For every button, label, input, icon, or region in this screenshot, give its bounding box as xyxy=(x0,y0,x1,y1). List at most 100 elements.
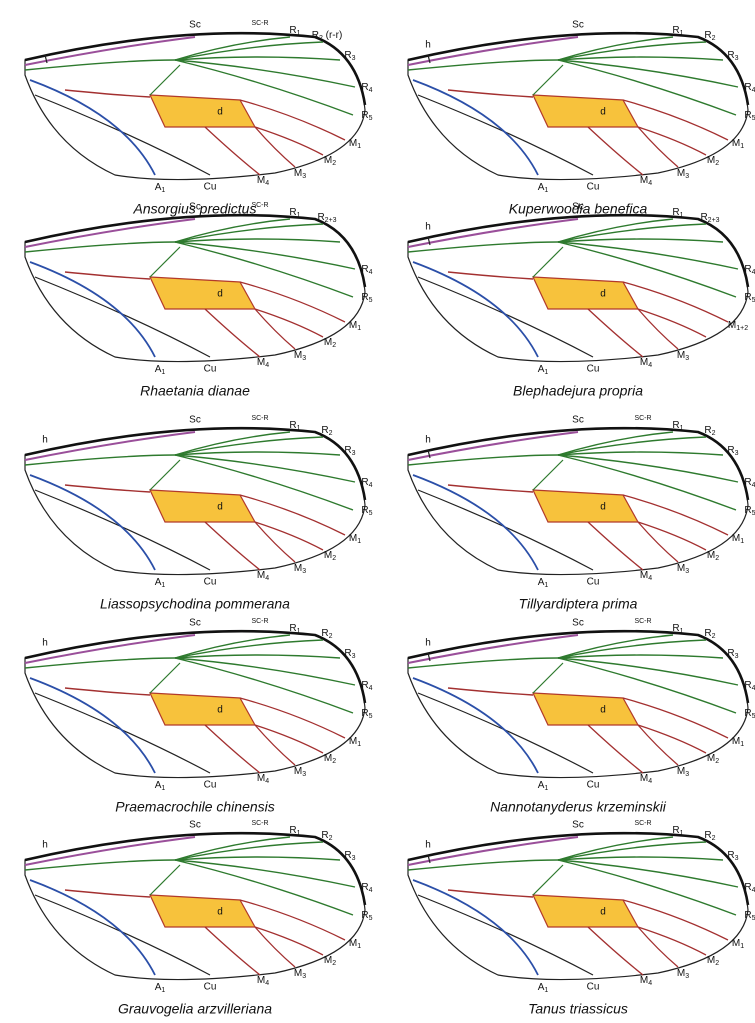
vein-label: M2 xyxy=(324,155,336,167)
species-name: Nannotanyderus krzeminskii xyxy=(490,799,667,815)
vein-label: R1 xyxy=(289,420,300,432)
vein-label: d xyxy=(217,502,223,513)
vein-label: M4 xyxy=(640,570,652,582)
vein-label: M4 xyxy=(640,975,652,987)
vein-label: R1 xyxy=(672,25,683,37)
vein-label: h xyxy=(425,638,431,649)
vein-label: R3 xyxy=(344,850,355,862)
vein-label: R4 xyxy=(744,882,755,894)
vein-label: Sc xyxy=(189,820,201,831)
wing: hScSC-RR1R2R3R4R5M1M2M3M4CuA1dTillyardip… xyxy=(408,415,755,612)
vein-label: M2 xyxy=(707,955,719,967)
vein-label: Cu xyxy=(587,182,600,193)
vein-label: M1 xyxy=(349,938,361,950)
vein-label: Sc xyxy=(572,202,584,213)
vein-label: M1 xyxy=(732,138,744,150)
vein-label: R2 xyxy=(704,30,715,42)
vein-label: M2 xyxy=(324,337,336,349)
species-name: Liassopsychodina pommerana xyxy=(100,596,290,612)
vein-label: R2+3 xyxy=(700,212,719,224)
vein-label: SC-R xyxy=(634,415,651,422)
vein-label: d xyxy=(217,907,223,918)
vein-label: Cu xyxy=(587,982,600,993)
vein-label: A1 xyxy=(538,780,549,792)
vein-label: M4 xyxy=(257,570,269,582)
vein-label: h xyxy=(42,435,48,446)
vein-label: SC-R xyxy=(251,202,268,209)
vein-label: Sc xyxy=(572,820,584,831)
vein-label: Sc xyxy=(189,20,201,31)
vein-label: M1 xyxy=(732,533,744,545)
vein-label: R5 xyxy=(744,505,755,517)
vein-label: R4 xyxy=(361,264,372,276)
vein-label: M3 xyxy=(294,168,306,180)
vein-label: d xyxy=(600,907,606,918)
vein-label: A1 xyxy=(155,182,166,194)
vein-label: M2 xyxy=(707,753,719,765)
vein-label: h xyxy=(425,840,431,851)
vein-label: M2 xyxy=(324,753,336,765)
vein-label: R4 xyxy=(361,82,372,94)
vein-label: M3 xyxy=(294,766,306,778)
vein-label: Cu xyxy=(587,577,600,588)
vein-label: A1 xyxy=(155,577,166,589)
vein-label: Sc xyxy=(572,415,584,426)
vein-label: Sc xyxy=(189,618,201,629)
vein-label: R5 xyxy=(361,708,372,720)
vein-label: SC-R xyxy=(251,20,268,27)
vein-label: h xyxy=(425,222,431,233)
discal-cell xyxy=(533,277,638,309)
vein-label: R5 xyxy=(361,910,372,922)
vein-label: M3 xyxy=(677,766,689,778)
species-name: Tillyardiptera prima xyxy=(519,596,638,612)
vein-label: A1 xyxy=(538,364,549,376)
vein-label: R1 xyxy=(672,207,683,219)
vein-label: R5 xyxy=(361,505,372,517)
discal-cell xyxy=(533,895,638,927)
wing-plate: ScSC-RR1R2 (r-r)R3R4R5M1M2M3M4CuA1dAnsor… xyxy=(0,0,755,1023)
vein-label: R2 xyxy=(704,628,715,640)
vein-label: M1+2 xyxy=(728,320,748,332)
vein-label: d xyxy=(217,705,223,716)
vein-label: Sc xyxy=(189,415,201,426)
vein-label: Cu xyxy=(204,577,217,588)
vein-label: M2 xyxy=(324,550,336,562)
vein-label: M1 xyxy=(349,533,361,545)
vein-label: M2 xyxy=(707,550,719,562)
discal-cell xyxy=(150,490,255,522)
vein-label: M1 xyxy=(349,138,361,150)
vein-label: R4 xyxy=(744,264,755,276)
vein-label: R1 xyxy=(672,623,683,635)
species-name: Rhaetania dianae xyxy=(140,383,250,399)
vein-label: R4 xyxy=(361,477,372,489)
vein-label: A1 xyxy=(155,780,166,792)
vein-label: R5 xyxy=(361,292,372,304)
wing: ScSC-RR1R2+3R4R5M1M2M3M4CuA1dRhaetania d… xyxy=(25,202,373,399)
vein-label: M4 xyxy=(257,175,269,187)
discal-cell xyxy=(150,95,255,127)
vein-label: R3 xyxy=(727,648,738,660)
vein-label: M4 xyxy=(640,175,652,187)
vein-label: d xyxy=(600,289,606,300)
species-name: Grauvogelia arzvilleriana xyxy=(118,1001,272,1017)
vein-label: h xyxy=(425,40,431,51)
vein-label: R1 xyxy=(672,825,683,837)
vein-label: Sc xyxy=(189,202,201,213)
vein-label: M3 xyxy=(677,968,689,980)
vein-label: R3 xyxy=(727,50,738,62)
vein-label: SC-R xyxy=(634,618,651,625)
species-name: Blephadejura propria xyxy=(513,383,643,399)
vein-label: SC-R xyxy=(251,820,268,827)
discal-cell xyxy=(533,95,638,127)
vein-label: SC-R xyxy=(634,820,651,827)
vein-label: M4 xyxy=(257,357,269,369)
vein-label: R1 xyxy=(289,825,300,837)
vein-label: R3 xyxy=(344,50,355,62)
vein-label: R4 xyxy=(744,680,755,692)
discal-cell xyxy=(533,693,638,725)
species-name: Praemacrochile chinensis xyxy=(115,799,275,815)
vein-label: Cu xyxy=(204,364,217,375)
